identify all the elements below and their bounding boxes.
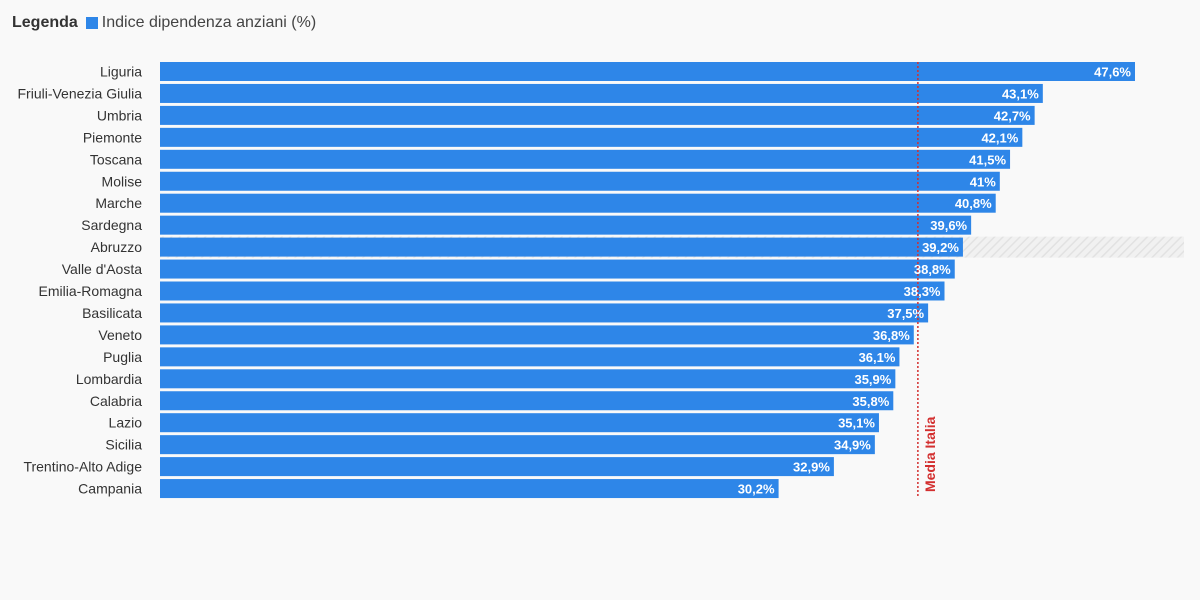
value-label: 36,1% [859,350,896,365]
value-label: 42,7% [994,108,1031,123]
value-label: 38,3% [904,284,941,299]
bar[interactable] [160,369,896,389]
category-label: Toscana [90,151,142,167]
value-label: 30,2% [738,482,775,497]
bar[interactable] [160,127,1023,147]
bar[interactable] [160,193,996,213]
value-label: 34,9% [834,438,871,453]
value-label: 41,5% [969,152,1006,167]
category-label: Piemonte [83,129,142,145]
category-label: Calabria [90,393,142,409]
category-label: Lazio [109,415,143,431]
value-label: 40,8% [955,196,992,211]
bar[interactable] [160,62,1135,81]
value-label: 35,1% [838,416,875,431]
value-label: 39,6% [930,218,967,233]
bar[interactable] [160,281,945,301]
bar[interactable] [160,105,1035,125]
category-label: Basilicata [82,305,142,321]
value-label: 41% [970,174,996,189]
reference-layer: Media Italia [917,62,938,499]
category-label: Molise [102,173,143,189]
bar[interactable] [160,325,914,345]
bars-layer: Liguria 47,6% Friuli-Venezia Giulia 43,1% Um… [18,62,1135,499]
category-label: Valle d'Aosta [62,261,142,277]
bar[interactable] [160,83,1043,103]
value-label: 39,2% [922,240,959,255]
legend-swatch [85,17,98,29]
legend-title: Legenda [12,14,78,31]
value-label: 35,9% [854,372,891,387]
category-label: Campania [78,481,142,497]
category-label: Abruzzo [91,239,143,255]
bar[interactable] [160,347,900,367]
bar[interactable] [160,391,894,411]
legend-item-label: Indice dipendenza anziani (%) [101,14,317,31]
value-label: 43,1% [1002,86,1039,101]
category-label: Trentino-Alto Adige [23,459,142,475]
bar[interactable] [160,149,1011,169]
value-label: 47,6% [1094,65,1131,80]
bar[interactable] [160,171,1000,191]
legend-item[interactable]: Indice dipendenza anziani (%) [85,14,317,32]
category-label: Puglia [103,349,142,365]
bar[interactable] [160,413,879,433]
bar[interactable] [160,215,972,235]
value-label: 32,9% [793,460,830,475]
category-label: Sicilia [105,437,142,453]
bar[interactable] [160,457,834,477]
value-label: 42,1% [981,130,1018,145]
bar[interactable] [160,303,929,323]
category-label: Veneto [98,327,142,343]
category-label: Lombardia [76,371,142,387]
category-label: Marche [95,195,142,211]
bar[interactable] [160,479,779,499]
value-label: 36,8% [873,328,910,343]
category-label: Liguria [100,64,142,80]
value-label: 35,8% [852,394,889,409]
category-label: Friuli-Venezia Giulia [18,85,143,101]
category-label: Emilia-Romagna [39,283,143,299]
legend: Legenda Indice dipendenza anziani (%) [12,14,316,32]
bar[interactable] [160,259,955,279]
value-label: 37,5% [887,306,924,321]
bar[interactable] [160,237,963,257]
value-label: 38,8% [914,262,951,277]
reference-line-label: Media Italia [922,416,938,492]
category-label: Umbria [97,107,142,123]
bar[interactable] [160,435,875,455]
category-label: Sardegna [81,217,142,233]
